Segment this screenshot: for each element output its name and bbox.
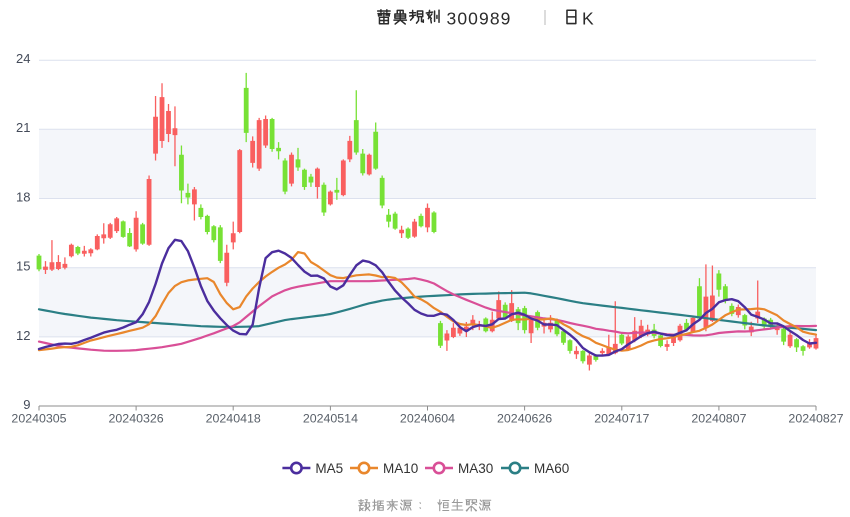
svg-text:12: 12 [16,328,30,343]
svg-text:20240305: 20240305 [11,412,66,426]
svg-text:MA30: MA30 [458,461,493,476]
svg-text:K: K [582,9,594,29]
svg-text:20240626: 20240626 [497,412,552,426]
svg-text:MA60: MA60 [534,461,569,476]
svg-text:MA10: MA10 [383,461,418,476]
svg-text:24: 24 [16,51,30,66]
svg-text:20240326: 20240326 [109,412,164,426]
svg-text:300989: 300989 [447,9,512,29]
svg-text:9: 9 [23,397,30,412]
svg-text:20240514: 20240514 [303,412,358,426]
svg-text:20240717: 20240717 [594,412,649,426]
svg-text:20240827: 20240827 [788,412,843,426]
svg-text:18: 18 [16,189,30,204]
svg-text:20240418: 20240418 [206,412,261,426]
svg-text:MA5: MA5 [315,461,343,476]
svg-text:20240807: 20240807 [691,412,746,426]
svg-text:20240604: 20240604 [400,412,455,426]
svg-text:21: 21 [16,120,30,135]
svg-text:15: 15 [16,259,30,274]
